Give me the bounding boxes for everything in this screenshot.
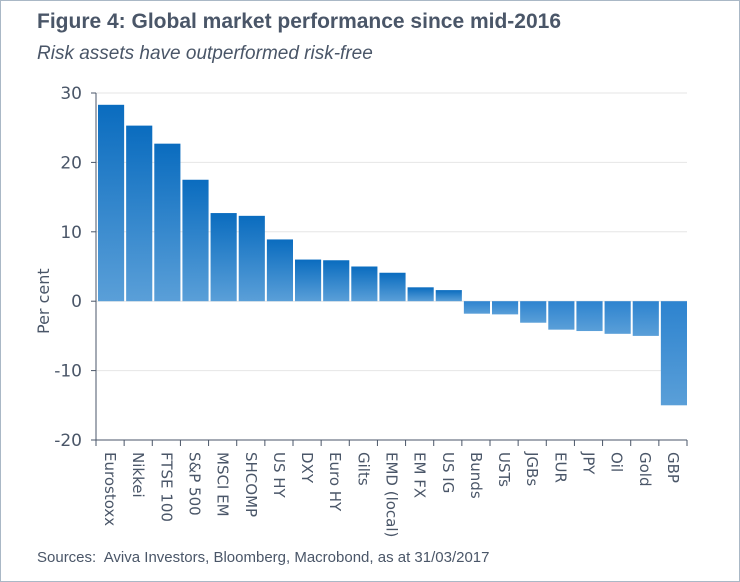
bar <box>407 287 434 302</box>
bar <box>435 290 462 302</box>
category-label: SHCOMP <box>242 452 260 517</box>
category-label: Gilts <box>354 452 372 486</box>
y-tick-label: 10 <box>60 223 82 243</box>
bar <box>351 266 378 302</box>
category-label: Gold <box>636 452 654 487</box>
category-label: Nikkei <box>129 452 147 498</box>
y-axis-title: Per cent <box>34 268 53 334</box>
bar <box>323 260 350 302</box>
category-label: US IG <box>439 452 457 493</box>
bar <box>238 215 265 302</box>
y-tick-label: 0 <box>71 292 82 312</box>
bar <box>576 301 603 332</box>
chart-subtitle: Risk assets have outperformed risk-free <box>37 43 373 64</box>
bar <box>210 213 237 302</box>
category-label: EM FX <box>411 452 429 498</box>
bar <box>492 301 519 315</box>
bars <box>98 104 687 406</box>
y-tick-label: 20 <box>60 153 82 173</box>
bar <box>266 239 293 302</box>
category-label: GBP <box>664 452 682 483</box>
category-label: MSCI EM <box>214 452 232 517</box>
bar <box>660 301 687 406</box>
bar <box>182 179 209 302</box>
bar <box>604 301 631 334</box>
category-label: EUR <box>551 452 569 483</box>
bar <box>520 301 547 323</box>
category-label: EMD (local) <box>383 452 401 537</box>
source-note: Sources: Aviva Investors, Bloomberg, Mac… <box>37 549 490 566</box>
y-tick-label: -20 <box>54 431 82 451</box>
bar <box>632 301 659 336</box>
category-label: Bunds <box>467 452 485 499</box>
category-label: Oil <box>608 452 626 472</box>
axes <box>91 92 688 446</box>
bar <box>379 272 406 302</box>
bar <box>548 301 575 330</box>
y-tick-label: 30 <box>60 84 82 104</box>
category-label: JPY <box>580 451 598 475</box>
bar <box>126 125 153 302</box>
chart-title: Figure 4: Global market performance sinc… <box>37 10 562 33</box>
category-label: USTs <box>495 452 513 487</box>
bar <box>98 104 125 302</box>
bar <box>295 259 322 302</box>
category-label: Euro HY <box>326 452 344 512</box>
category-label: S&P 500 <box>186 452 204 516</box>
y-tick-label: -10 <box>54 362 82 382</box>
category-label: FTSE 100 <box>157 452 175 522</box>
category-label: US HY <box>270 452 288 499</box>
bar <box>154 143 181 302</box>
bar <box>463 301 490 314</box>
category-label: DXY <box>298 452 316 484</box>
category-label: Eurostoxx <box>101 452 119 526</box>
labels: 30 20 10 0 -10 -20 Per cent Eurostoxx Nikkei FTSE… <box>34 84 682 537</box>
category-label: JGBs <box>523 451 541 486</box>
